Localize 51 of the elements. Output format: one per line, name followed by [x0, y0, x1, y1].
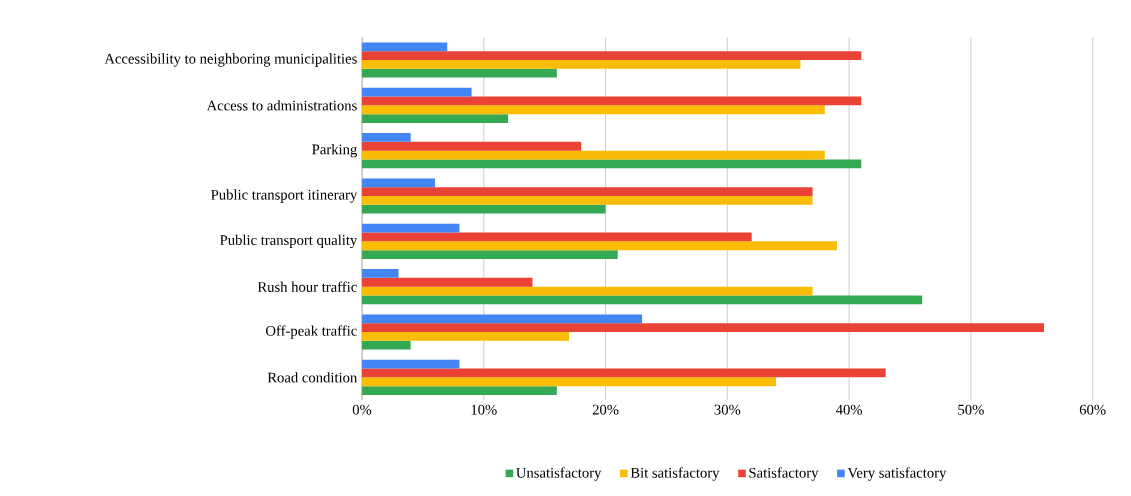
y-tick-label: Parking	[312, 144, 357, 158]
bar	[362, 340, 411, 350]
bar	[362, 96, 862, 106]
y-tick-label: Public transport itinerary	[211, 189, 358, 203]
bar	[362, 42, 448, 52]
x-tick-label: 60%	[1079, 404, 1106, 415]
bar	[362, 359, 460, 369]
bar	[362, 87, 472, 97]
bar	[362, 105, 825, 115]
bar	[362, 286, 813, 296]
bar	[362, 377, 777, 387]
bar	[362, 295, 923, 305]
bar	[362, 68, 557, 78]
y-tick-label: Off-peak traffic	[266, 325, 357, 339]
bar	[362, 241, 837, 251]
y-tick-label: Public transport quality	[220, 234, 358, 248]
y-tick-label: Rush hour traffic	[257, 281, 357, 292]
x-tick-label: 40%	[835, 404, 863, 415]
bar	[362, 332, 570, 341]
bar	[362, 314, 643, 324]
y-tick-label: Road condition	[267, 372, 358, 383]
y-tick-label: Access to administrations	[206, 100, 357, 111]
bar	[362, 250, 618, 259]
bar	[362, 223, 460, 233]
bar	[362, 386, 557, 395]
x-tick-label: 50%	[958, 404, 984, 415]
bar	[362, 51, 862, 61]
x-tick-label: 20%	[592, 404, 619, 415]
bar	[362, 204, 606, 214]
bar	[362, 187, 813, 196]
bar	[362, 178, 436, 188]
bar	[362, 60, 801, 69]
bar	[362, 114, 509, 123]
legend-label: Bit satisfactory	[630, 467, 720, 481]
bar	[362, 323, 1044, 333]
legend-label: Very satisfactory	[847, 467, 947, 481]
y-tick-label: Accessibility to neighboring municipalities	[104, 53, 357, 67]
bar	[362, 133, 411, 142]
legend-label: Satisfactory	[749, 467, 819, 481]
bar	[362, 150, 825, 160]
legend-label: Unsatisfactory	[516, 467, 602, 481]
bar	[362, 141, 582, 151]
bar	[362, 368, 886, 378]
bar	[362, 196, 813, 205]
x-tick-label: 10%	[471, 404, 497, 415]
bar	[362, 269, 399, 278]
bar	[362, 277, 533, 287]
x-tick-label: 0%	[352, 404, 372, 415]
bar	[362, 159, 862, 169]
x-tick-label: 30%	[714, 404, 741, 415]
bar	[362, 232, 752, 242]
